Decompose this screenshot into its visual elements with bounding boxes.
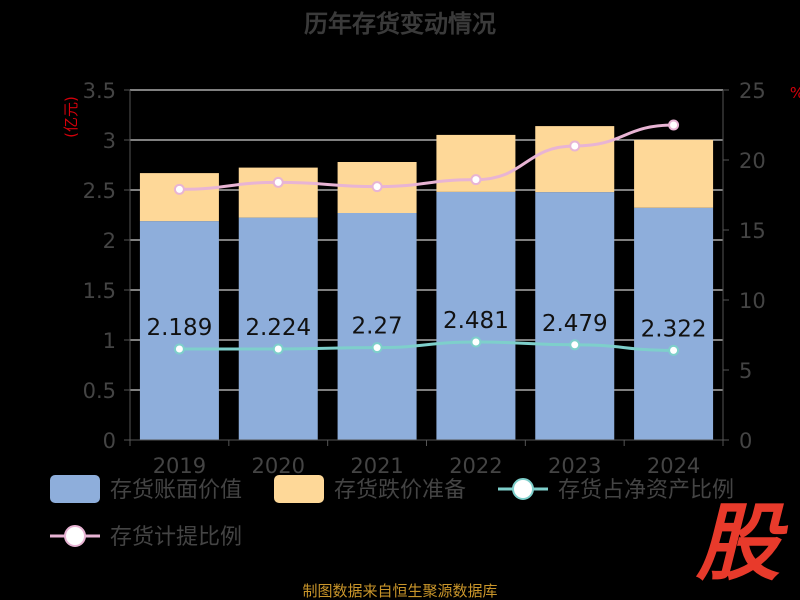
point-net-asset-ratio [173,343,185,355]
bar-value-label: 2.481 [443,308,509,334]
legend-impairment-provision-label: 存货跌价准备 [334,478,466,503]
left-axis-tick-label: 0.5 [83,379,116,403]
bar-value-label: 2.322 [641,316,707,342]
legend-book-value-swatch [50,475,100,503]
bar-impairment-provision [634,139,714,208]
x-axis-category-label: 2023 [548,454,601,478]
data-source-note: 制图数据来自恒生聚源数据库 [302,582,497,600]
bar-value-label: 2.189 [146,315,212,341]
bar-book-value [634,207,714,440]
chart-title: 历年存货变动情况 [304,10,496,38]
right-axis-tick-label: 5 [739,359,752,383]
legend-provision-ratio-marker [64,525,86,547]
point-provision-ratio [173,183,185,195]
bar-book-value [436,191,516,440]
legend-provision-ratio-label: 存货计提比例 [110,525,242,550]
point-net-asset-ratio [272,343,284,355]
right-axis-tick-label: 15 [739,219,766,243]
right-axis-tick-label: 0 [739,429,752,453]
bar-book-value [139,221,219,440]
point-provision-ratio [668,119,680,131]
right-axis-tick-label: 20 [739,149,766,173]
line-provision-ratio [179,123,674,191]
right-axis-tick-label: 25 [739,79,766,103]
left-axis-unit: (亿元) [62,96,80,138]
left-axis-tick-label: 1.5 [83,279,116,303]
bar-value-label: 2.479 [542,311,608,337]
left-axis-tick-label: 3 [103,129,116,153]
bar-book-value [238,217,318,440]
left-axis-tick-label: 3.5 [83,79,116,103]
legend-net-asset-ratio-marker [512,478,534,500]
point-net-asset-ratio [371,342,383,354]
legend-impairment-provision-swatch [274,475,324,503]
bar-value-label: 2.224 [245,315,311,341]
point-provision-ratio [569,140,581,152]
point-net-asset-ratio [470,336,482,348]
legend-net-asset-ratio-label: 存货占净资产比例 [558,478,734,503]
x-axis-category-label: 2019 [153,454,206,478]
x-axis-category-label: 2020 [252,454,305,478]
x-axis-category-label: 2024 [647,454,700,478]
legend-book-value-label: 存货账面价值 [110,478,242,503]
left-axis-tick-label: 2.5 [83,179,116,203]
right-axis-unit: % [790,84,800,102]
bar-book-value [337,213,417,440]
x-axis-category-label: 2022 [449,454,502,478]
point-net-asset-ratio [569,339,581,351]
bar-value-label: 2.27 [351,314,402,340]
bar-book-value [535,192,615,440]
point-provision-ratio [272,176,284,188]
left-axis-tick-label: 0 [103,429,116,453]
left-axis-tick-label: 1 [103,329,116,353]
stock-logo: 股 [695,494,789,592]
bar-impairment-provision [238,167,318,218]
right-axis-tick-label: 10 [739,289,766,313]
bar-impairment-provision [535,126,615,193]
point-net-asset-ratio [668,344,680,356]
point-provision-ratio [371,181,383,193]
x-axis-category-label: 2021 [350,454,403,478]
point-provision-ratio [470,174,482,186]
left-axis-tick-label: 2 [103,229,116,253]
bar-impairment-provision [139,173,219,222]
